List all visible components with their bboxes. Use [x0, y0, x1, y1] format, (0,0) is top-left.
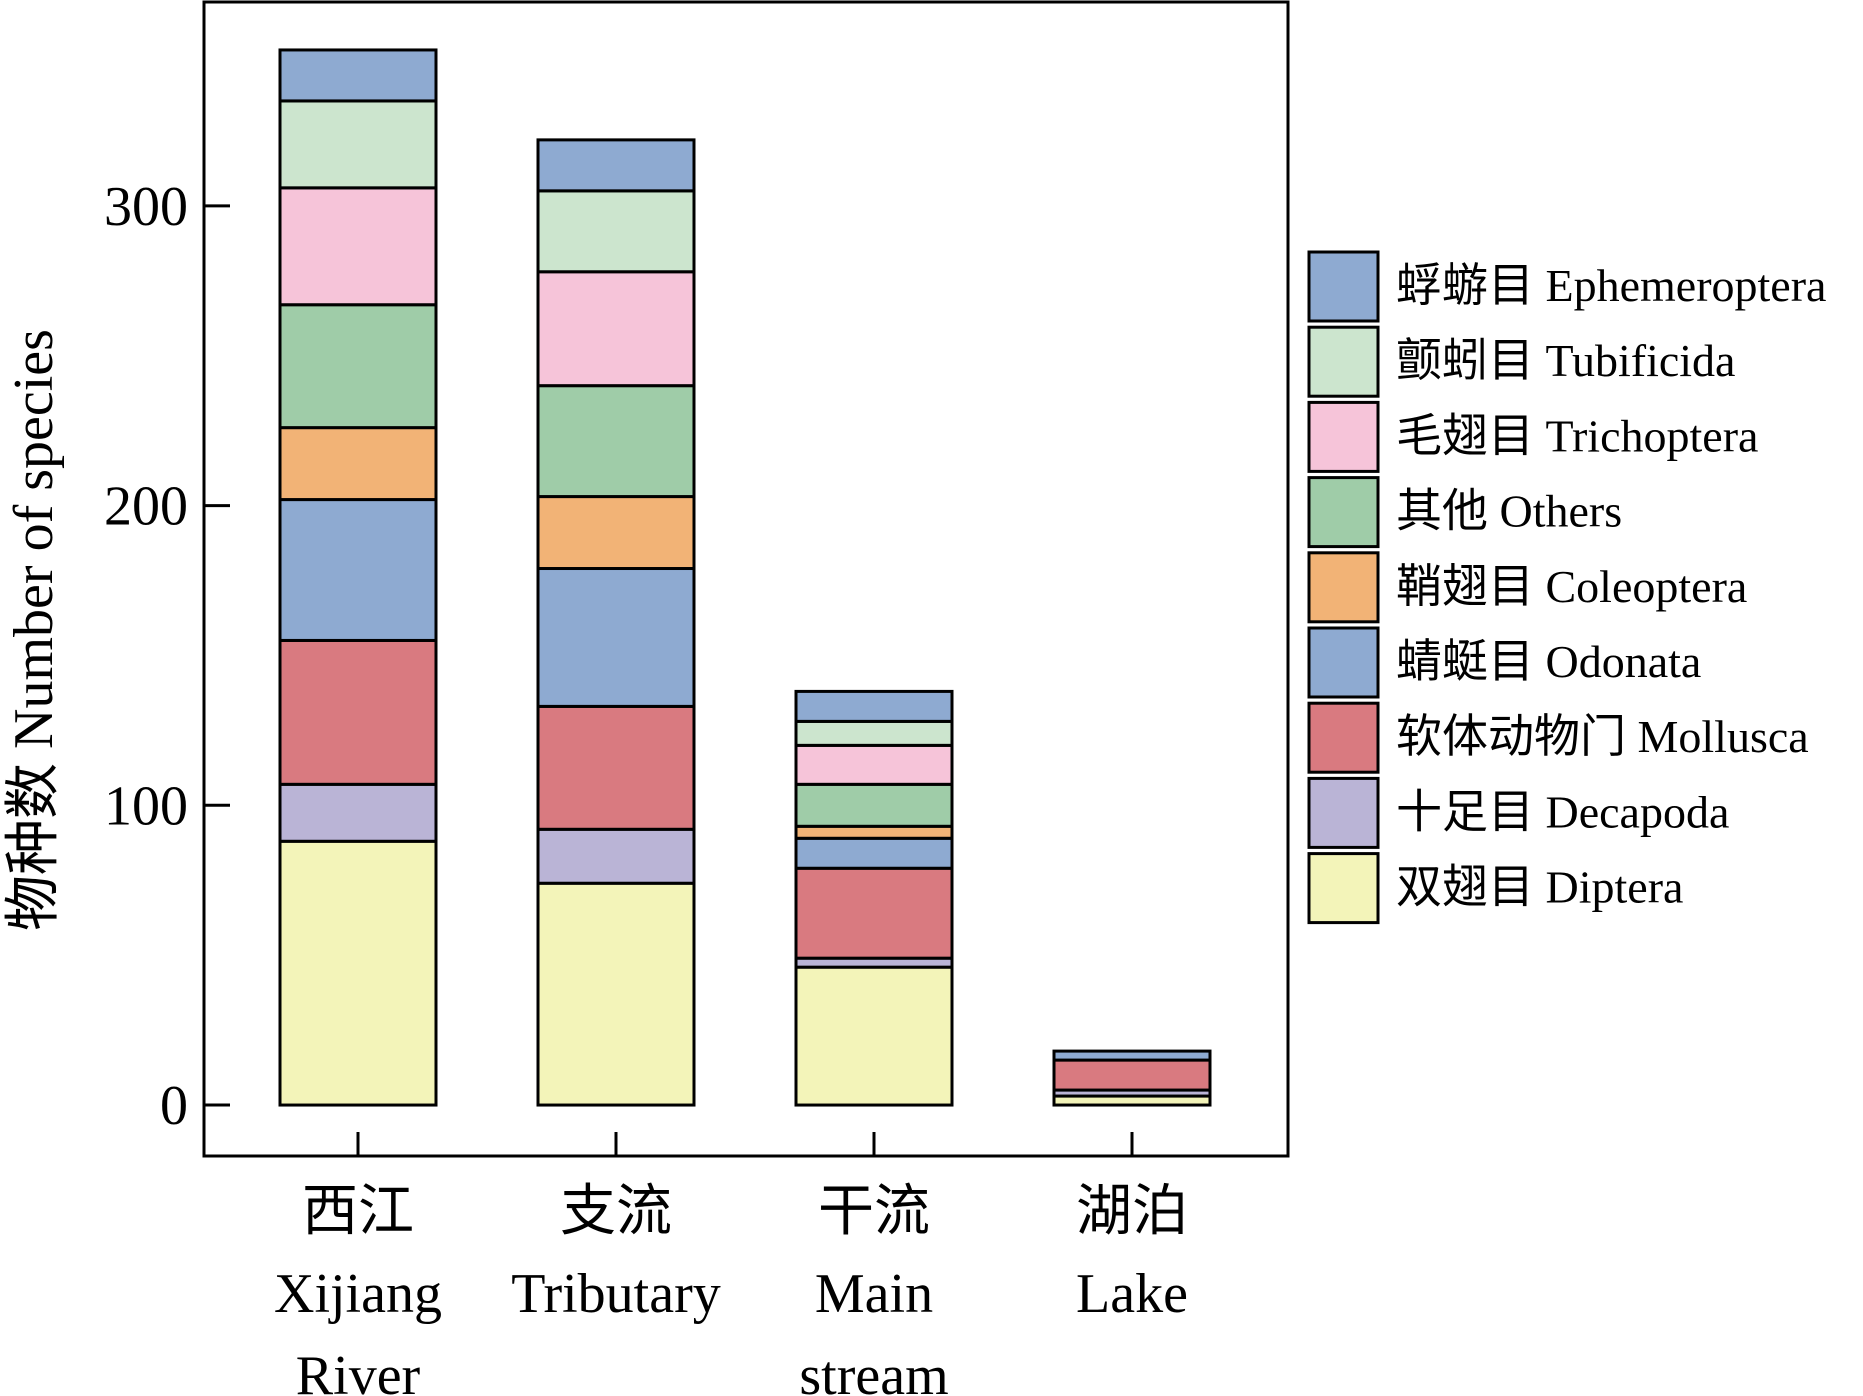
x-tick-label: 干流 [818, 1181, 930, 1243]
bar-segment [536, 384, 696, 499]
bar-segment [536, 270, 696, 388]
y-axis: 0 100 200 300 [104, 176, 230, 1137]
legend-swatch [1307, 776, 1380, 849]
legend-swatch [1307, 476, 1380, 549]
legend-label: 毛翅目 Trichoptera [1396, 410, 1758, 461]
y-tick-label: 100 [104, 775, 188, 837]
x-tick-label: Main [815, 1263, 933, 1325]
x-tick-label: Tributary [511, 1263, 721, 1325]
legend-swatch [1307, 852, 1380, 925]
bar-segment [278, 839, 438, 1107]
y-tick-label: 0 [160, 1075, 188, 1137]
bar-segment [536, 138, 696, 193]
y-axis-label: 物种数 Number of species [3, 329, 65, 931]
bar-segment [278, 638, 438, 786]
x-tick-label: River [296, 1345, 421, 1396]
legend-label: 软体动物门 Mollusca [1396, 711, 1809, 762]
legend: 蜉蝣目 Ephemeroptera 颤蚓目 Tubificida 毛翅目 Trich… [1307, 250, 1826, 925]
bar-segment [794, 719, 954, 747]
bar-segment [1052, 1049, 1212, 1062]
bar-segment [536, 567, 696, 708]
legend-label: 蜻蜓目 Odonata [1396, 636, 1701, 687]
x-tick-label: Xijiang [274, 1263, 442, 1325]
x-tick-label: 湖泊 [1076, 1181, 1188, 1243]
bar-segment [278, 48, 438, 103]
x-tick-label: Lake [1076, 1263, 1188, 1325]
bar-segment [794, 743, 954, 786]
legend-swatch [1307, 701, 1380, 774]
legend-swatch [1307, 250, 1380, 323]
legend-label: 鞘翅目 Coleoptera [1396, 561, 1747, 612]
legend-swatch [1307, 400, 1380, 473]
legend-label: 十足目 Decapoda [1396, 786, 1729, 837]
bar-segment [794, 782, 954, 828]
bar-segment [278, 498, 438, 642]
bar-segment [794, 965, 954, 1107]
y-tick-label: 200 [104, 476, 188, 538]
bar-segment [794, 689, 954, 723]
bar-segment [278, 186, 438, 307]
x-tick-label: 西江 [302, 1181, 414, 1243]
bar-segment [794, 824, 954, 840]
legend-label: 蜉蝣目 Ephemeroptera [1396, 260, 1826, 311]
bar-segment [536, 704, 696, 831]
legend-swatch [1307, 626, 1380, 699]
bar-segment [794, 866, 954, 960]
y-tick-label: 300 [104, 176, 188, 238]
legend-swatch [1307, 325, 1380, 398]
bar-segment [278, 426, 438, 502]
legend-label: 双翅目 Diptera [1396, 862, 1683, 913]
bar-segment [536, 495, 696, 571]
bar-segment [278, 303, 438, 430]
bar-segment [536, 881, 696, 1107]
x-tick-label: stream [799, 1345, 948, 1396]
bar-segment [278, 99, 438, 190]
x-tick-label: 支流 [560, 1181, 672, 1243]
plot-frame [202, 0, 1290, 1158]
bar-segment [794, 836, 954, 870]
legend-swatch [1307, 551, 1380, 624]
bar-segment [536, 827, 696, 885]
bar-segment [278, 782, 438, 843]
x-axis: 西江 Xijiang River 支流 Tributary 干流 Main stream 湖泊 L… [274, 1132, 1188, 1396]
legend-label: 其他 Others [1396, 486, 1622, 537]
bar-segment [536, 189, 696, 274]
legend-label: 颤蚓目 Tubificida [1396, 335, 1735, 386]
bars-group [278, 48, 1212, 1107]
bar-segment [1052, 1058, 1212, 1092]
